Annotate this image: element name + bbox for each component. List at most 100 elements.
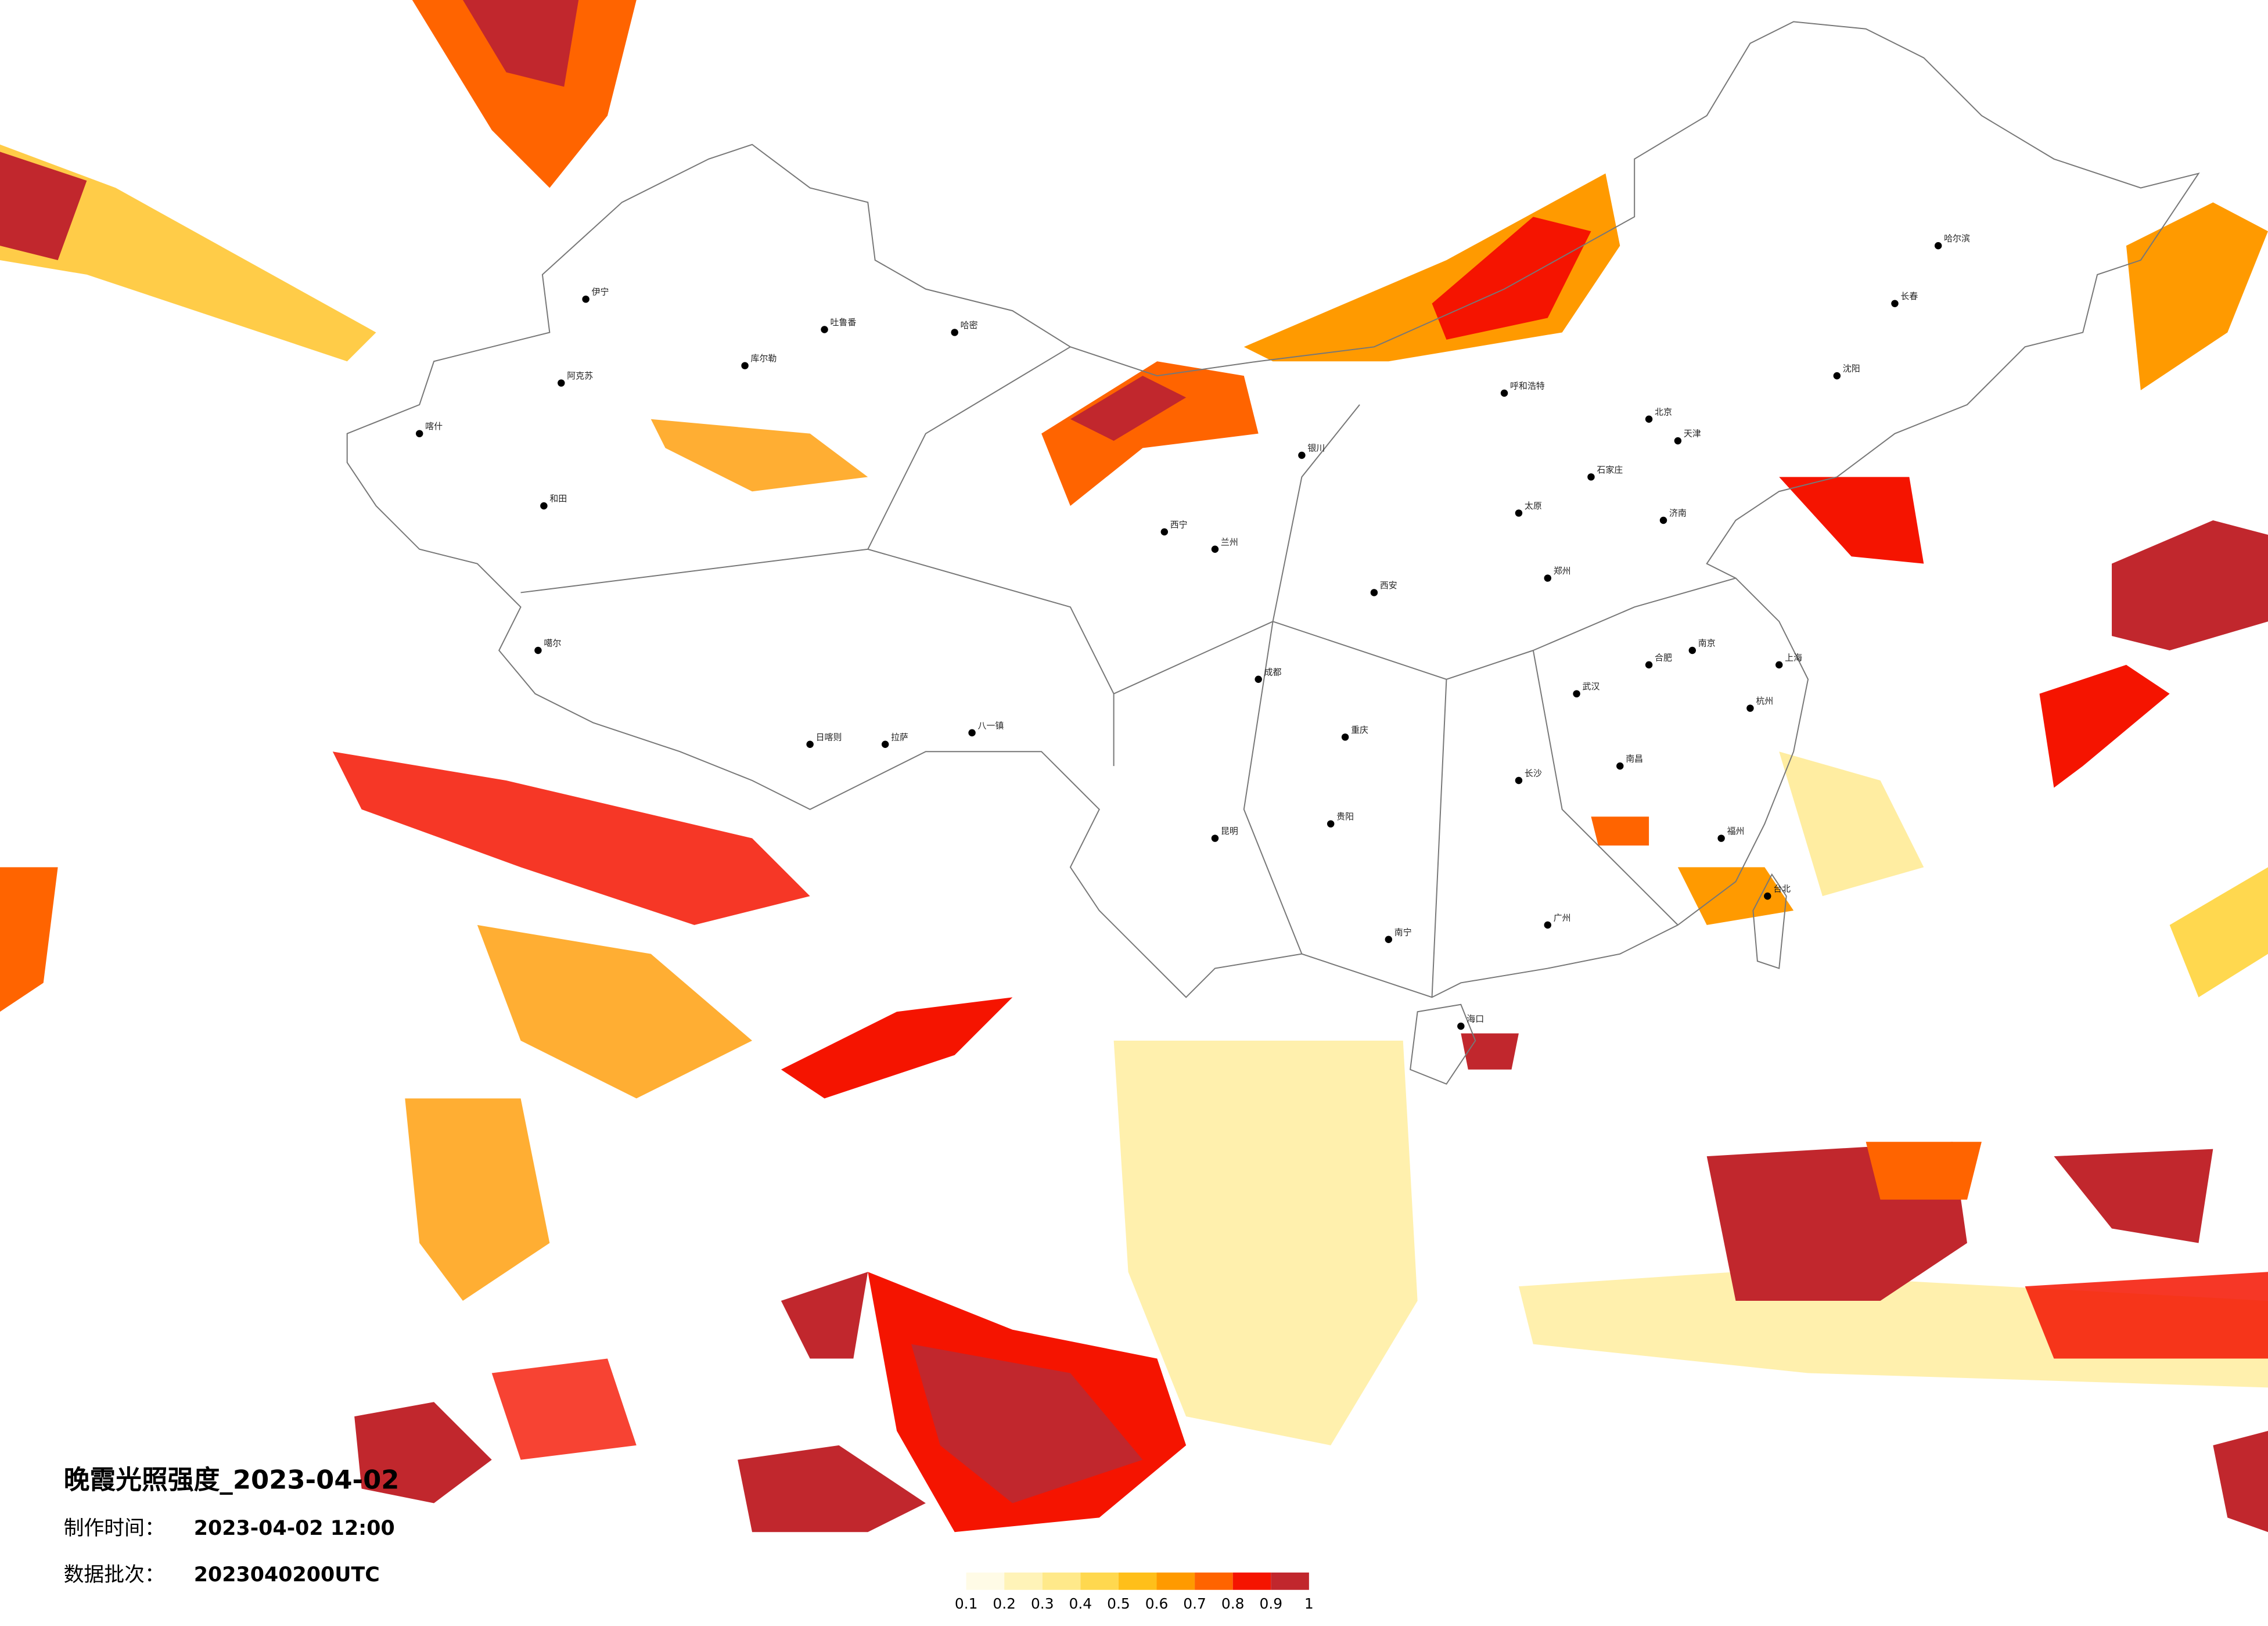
intensity-field [0,0,2268,1533]
city-dot [1211,834,1219,842]
legend-tick-label: 0.1 [955,1595,978,1612]
city-label: 银川 [1307,443,1325,454]
city-dot [1160,528,1169,536]
city-label: 成都 [1264,667,1282,677]
city-dot [1457,1022,1465,1030]
city-dot [1515,509,1523,517]
city-dot [821,326,828,333]
batch: 2023040200UTC [194,1563,380,1587]
city-dot [1674,437,1682,445]
legend-tick-label: 0.3 [1031,1595,1054,1612]
city-dot [1515,776,1523,785]
legend-swatch [1195,1572,1233,1590]
city-dot [415,430,423,437]
legend-swatch [1118,1572,1157,1590]
city-label: 贵阳 [1336,811,1354,822]
city-dot [1341,733,1349,741]
city-label: 南京 [1698,638,1716,649]
city-dot [1385,936,1393,943]
city-label: 北京 [1655,406,1672,417]
city-dot [968,729,976,737]
city-label: 济南 [1669,508,1687,519]
city-dot [1764,892,1771,900]
city-label: 呼和浩特 [1510,381,1545,391]
legend-swatch [1080,1572,1119,1590]
city-dot [534,646,542,654]
city-label: 武汉 [1583,681,1600,692]
legend-swatch [1004,1572,1043,1590]
legend-tick-label: 0.7 [1183,1595,1206,1612]
city-label: 长沙 [1525,768,1542,779]
city-label: 杭州 [1756,696,1773,706]
legend-swatch [1271,1572,1309,1590]
city-dot [1833,372,1841,380]
city-dot [1255,675,1262,683]
city-dot [951,329,958,336]
city-label: 八一镇 [978,720,1004,731]
city-dot [1587,473,1595,481]
legend: 0.1 0.2 0.3 0.4 0.5 0.6 0.7 0.8 0.9 1 [955,1572,1314,1612]
legend-tick-label: 1 [1304,1595,1314,1612]
make-time: 2023-04-02 12:00 [194,1517,395,1540]
city-dot [1659,516,1667,524]
city-label: 合肥 [1655,652,1672,663]
city-dot [806,740,814,748]
city-label: 喀什 [425,421,443,431]
city-label: 西宁 [1170,519,1188,530]
legend-swatch [966,1572,1005,1590]
city-dot [540,502,548,510]
city-dot [1211,545,1219,553]
city-dot [1934,242,1942,250]
legend-tick-label: 0.2 [993,1595,1016,1612]
city-label: 伊宁 [592,287,609,297]
city-label: 吐鲁番 [831,317,857,328]
legend-tick-label: 0.5 [1107,1595,1130,1612]
city-label: 南昌 [1626,754,1643,764]
boundary [346,21,2200,1085]
city-dot [1775,661,1783,669]
legend-tick-label: 0.4 [1069,1595,1092,1612]
city-label: 和田 [549,494,567,504]
city-label: 南宁 [1394,927,1412,937]
city-label: 太原 [1525,501,1542,511]
city-label: 上海 [1785,652,1802,663]
city-dot [1500,389,1508,397]
city-dot [1688,646,1696,654]
city-label: 哈尔滨 [1944,233,1970,244]
city-label: 沈阳 [1843,364,1860,374]
city-label: 重庆 [1351,725,1368,735]
city-label: 阿克苏 [567,370,593,381]
city-label: 哈密 [961,320,978,330]
city-label: 昆明 [1221,826,1238,836]
city-dot [1891,300,1899,307]
city-dot [741,362,749,369]
city-label: 拉萨 [891,732,908,742]
map-title: 晚霞光照强度_2023-04-02 [64,1465,400,1495]
batch-label: 数据批次： [64,1563,165,1587]
city-dot [1327,820,1335,828]
city-label: 福州 [1727,826,1745,836]
city-label: 兰州 [1221,537,1238,547]
legend-tick-label: 0.6 [1145,1595,1169,1612]
city-label: 广州 [1554,912,1571,923]
city-dot [1717,834,1725,842]
city-label: 郑州 [1554,566,1571,576]
city-dot [1370,589,1378,596]
city-dot [1298,451,1306,459]
city-dot [558,379,565,387]
city-dot [1645,661,1653,669]
city-label: 噶尔 [544,638,561,649]
city-dot [1544,574,1551,582]
legend-tick-label: 0.9 [1259,1595,1282,1612]
city-dot [1645,415,1653,423]
city-dot [881,740,889,748]
city-label: 台北 [1773,884,1791,894]
city-dot [1616,762,1624,770]
legend-swatch [1232,1572,1271,1590]
city-label: 海口 [1467,1014,1484,1024]
make-time-label: 制作时间： [64,1517,165,1540]
